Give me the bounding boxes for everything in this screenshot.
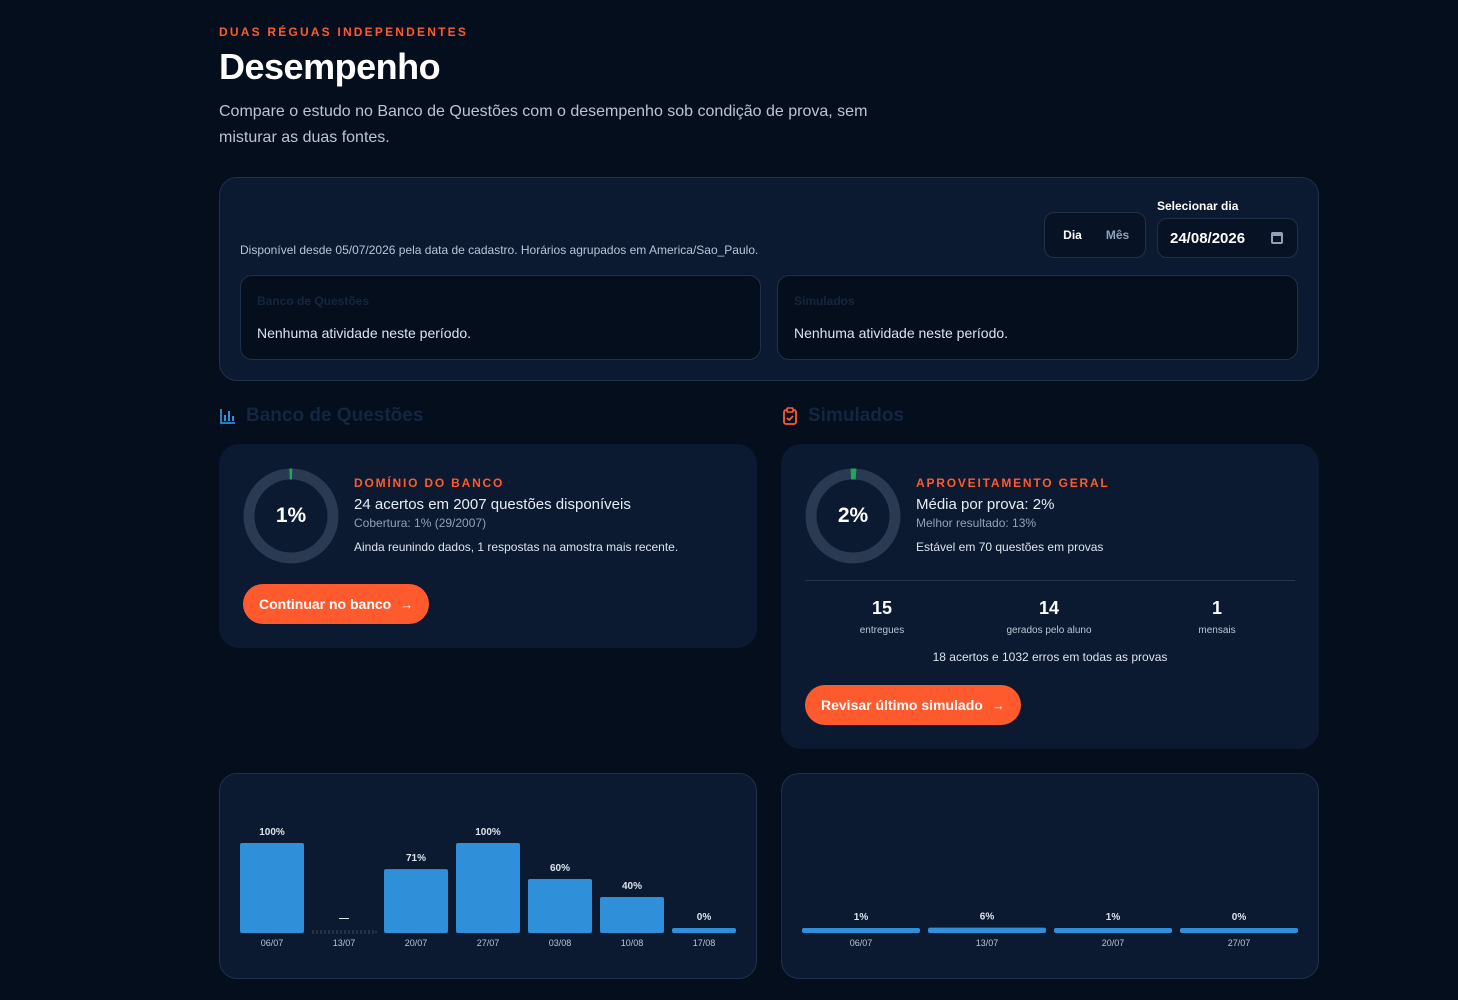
- bank-weekly-chart-card: 100% 06/07 — 13/07 71% 20/07 100% 27/07 60% 03/08…: [219, 773, 757, 979]
- page-eyebrow: DUAS RÉGUAS INDEPENDENTES: [219, 25, 469, 39]
- sim-period-empty: Nenhuma atividade neste período.: [794, 325, 1009, 341]
- x-tick-label: 13/07: [976, 938, 999, 948]
- date-value: 24/08/2026: [1170, 229, 1246, 247]
- sim-weekly-chart: 1% 06/07 6% 13/07 1% 20/07 0% 27/07: [802, 912, 1298, 948]
- mode-month-button[interactable]: Mês: [1105, 228, 1130, 242]
- sim-card-note: Estável em 70 questões em provas: [916, 540, 1104, 554]
- sim-card-eyebrow: APROVEITAMENTO GERAL: [916, 476, 1110, 490]
- mode-day-button[interactable]: Dia: [1063, 228, 1082, 242]
- bar[interactable]: [456, 843, 520, 933]
- sim-totals: 18 acertos e 1032 erros em todas as prov…: [932, 650, 1168, 664]
- sim-weekly-chart-card: 1% 06/07 6% 13/07 1% 20/07 0% 27/07: [781, 773, 1319, 979]
- bar[interactable]: [1180, 928, 1298, 933]
- sim-period-box: Simulados Nenhuma atividade neste períod…: [777, 275, 1298, 360]
- x-tick-label: 13/07: [333, 938, 356, 948]
- stat-generated-label: gerados pelo aluno: [1006, 625, 1092, 636]
- page-title: Desempenho: [219, 46, 441, 87]
- bar-chart-icon: [220, 409, 235, 424]
- bar-value-label: 100%: [259, 827, 285, 838]
- bar-value-label: 40%: [622, 881, 642, 892]
- stat-monthly-label: mensais: [1198, 625, 1236, 636]
- bank-card-info: DOMÍNIO DO BANCO 24 acertos em 2007 ques…: [354, 476, 678, 554]
- sim-period-title: Simulados: [794, 294, 855, 308]
- sim-section-title: Simulados: [808, 405, 905, 426]
- x-tick-label: 03/08: [549, 938, 572, 948]
- bank-ring-graphic: [243, 468, 339, 564]
- bank-period-box: Banco de Questões Nenhuma atividade nest…: [240, 275, 761, 360]
- continue-bank-label: Continuar no banco: [259, 596, 392, 612]
- availability-note: Disponível desde 05/07/2026 pela data de…: [240, 243, 759, 257]
- x-tick-label: 06/07: [850, 938, 873, 948]
- review-last-sim-button[interactable]: Revisar último simulado →: [805, 685, 1021, 725]
- sim-ring-graphic: [805, 468, 901, 564]
- bar-value-label: 1%: [854, 912, 869, 923]
- bank-card-eyebrow: DOMÍNIO DO BANCO: [354, 476, 505, 490]
- sim-card-info: APROVEITAMENTO GERAL Média por prova: 2%…: [916, 476, 1110, 554]
- sim-card-main: Média por prova: 2%: [916, 496, 1055, 513]
- review-last-sim-label: Revisar último simulado: [821, 697, 983, 713]
- x-tick-label: 20/07: [1102, 938, 1125, 948]
- stat-monthly: 1 mensais: [1137, 598, 1297, 636]
- arrow-right-icon: →: [991, 697, 1005, 713]
- bank-progress-ring: 1%: [243, 468, 339, 564]
- bank-period-empty: Nenhuma atividade neste período.: [257, 325, 472, 341]
- bar-empty: [311, 930, 377, 934]
- calendar-icon[interactable]: [1271, 232, 1283, 244]
- period-filter-card: Disponível desde 05/07/2026 pela data de…: [219, 177, 1319, 381]
- bar[interactable]: [528, 879, 592, 933]
- sim-progress-ring: 2%: [805, 468, 901, 564]
- bank-weekly-chart: 100% 06/07 — 13/07 71% 20/07 100% 27/07 60% 03/08…: [240, 827, 736, 948]
- bar[interactable]: [600, 897, 664, 933]
- bar[interactable]: [384, 869, 448, 933]
- date-picker-label: Selecionar dia: [1157, 199, 1239, 213]
- bar-value-label: 6%: [980, 912, 995, 923]
- sim-card-divider: [805, 580, 1295, 581]
- stat-delivered-value: 15: [871, 598, 893, 618]
- sim-card-best: Melhor resultado: 13%: [916, 516, 1037, 530]
- bar[interactable]: [802, 928, 920, 933]
- bank-mastery-card: 1% DOMÍNIO DO BANCO 24 acertos em 2007 q…: [219, 444, 757, 648]
- stat-generated: 14 gerados pelo aluno: [969, 598, 1129, 636]
- bar-value-label: 100%: [475, 827, 501, 838]
- bank-section-heading: Banco de Questões: [219, 405, 423, 427]
- bank-period-title: Banco de Questões: [257, 294, 370, 308]
- bar-value-label: 60%: [550, 863, 570, 874]
- x-tick-label: 06/07: [261, 938, 284, 948]
- stat-delivered: 15 entregues: [802, 598, 962, 636]
- bank-card-note: Ainda reunindo dados, 1 respostas na amo…: [354, 540, 679, 554]
- x-tick-label: 20/07: [405, 938, 428, 948]
- bar[interactable]: [672, 928, 736, 933]
- bar[interactable]: [1054, 928, 1172, 933]
- sim-performance-card: 2% APROVEITAMENTO GERAL Média por prova:…: [781, 444, 1319, 749]
- bank-section-title: Banco de Questões: [246, 405, 424, 426]
- bar-value-label: —: [339, 913, 349, 924]
- clipboard-check-icon: [783, 407, 797, 425]
- stat-delivered-label: entregues: [859, 625, 905, 636]
- stat-monthly-value: 1: [1211, 598, 1222, 618]
- x-tick-label: 27/07: [1228, 938, 1251, 948]
- bar[interactable]: [928, 927, 1046, 933]
- period-mode-toggle: Dia Mês: [1044, 212, 1146, 258]
- date-picker-input[interactable]: 24/08/2026: [1157, 218, 1298, 258]
- bank-card-main: 24 acertos em 2007 questões disponíveis: [354, 496, 631, 513]
- page-subtitle: Compare o estudo no Banco de Questões co…: [219, 103, 868, 146]
- bank-card-coverage: Cobertura: 1% (29/2007): [354, 516, 487, 530]
- x-tick-label: 27/07: [477, 938, 500, 948]
- x-tick-label: 17/08: [693, 938, 716, 948]
- sim-ring-value: 2%: [837, 504, 869, 527]
- x-tick-label: 10/08: [621, 938, 644, 948]
- continue-bank-button[interactable]: Continuar no banco →: [243, 584, 430, 624]
- bank-ring-value: 1%: [275, 504, 307, 527]
- bar-value-label: 71%: [406, 853, 426, 864]
- bar-value-label: 1%: [1106, 912, 1121, 923]
- bar[interactable]: [240, 843, 304, 933]
- bar-value-label: 0%: [697, 912, 712, 923]
- arrow-right-icon: →: [400, 596, 414, 612]
- stat-generated-value: 14: [1038, 598, 1060, 618]
- sim-section-heading: Simulados: [781, 405, 904, 427]
- bar-value-label: 0%: [1232, 912, 1247, 923]
